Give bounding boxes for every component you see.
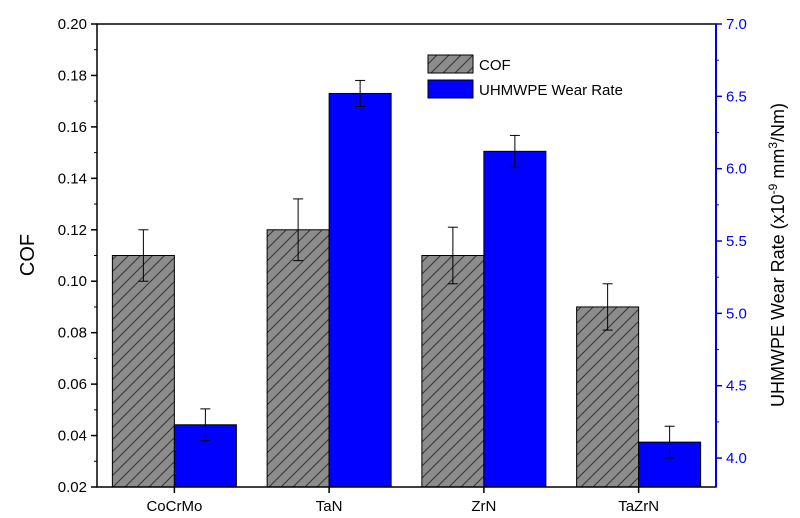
bar-cof-cocrmo bbox=[111, 255, 175, 488]
x-axis-ticks: CoCrMo TaN ZrN TaZrN bbox=[146, 487, 659, 515]
right-axis-ticks: 4.0 4.5 5.0 5.5 6.0 6.5 7.0 bbox=[716, 16, 747, 467]
bar-wear-rate-tan bbox=[328, 92, 392, 488]
left-tick-label: 0.12 bbox=[58, 222, 87, 239]
bar-cof-tazrn bbox=[576, 306, 640, 488]
right-tick-label: 6.0 bbox=[726, 161, 747, 178]
left-tick-label: 0.10 bbox=[58, 273, 87, 290]
legend-label-wear-rate: UHMWPE Wear Rate bbox=[479, 82, 623, 99]
bar-wear-rate-zrn bbox=[483, 150, 547, 488]
x-tick-label: TaN bbox=[316, 498, 343, 515]
x-tick-label: CoCrMo bbox=[146, 498, 202, 515]
right-tick-label: 6.5 bbox=[726, 88, 747, 105]
left-axis-ticks: 0.02 0.04 0.06 0.08 0.10 0.12 0.14 0.16 0.18 0.20 bbox=[58, 16, 97, 496]
error-bar-cof-cocrmo bbox=[138, 229, 149, 282]
left-tick-label: 0.20 bbox=[58, 16, 87, 33]
y-axis-label-right-units: (x10 bbox=[768, 194, 788, 229]
error-bar-wear-rate-cocrmo bbox=[200, 408, 211, 442]
left-tick-label: 0.06 bbox=[58, 376, 87, 393]
y-axis-label-right-exp1: -9 bbox=[766, 183, 780, 194]
legend-swatch-wear-rate bbox=[427, 79, 474, 99]
x-tick-label: ZrN bbox=[471, 498, 496, 515]
legend: COF UHMWPE Wear Rate bbox=[427, 54, 623, 99]
error-bar-wear-rate-zrn bbox=[509, 134, 520, 168]
error-bars-group bbox=[138, 79, 675, 459]
left-tick-label: 0.04 bbox=[58, 428, 87, 445]
x-tick-label: TaZrN bbox=[618, 498, 659, 515]
error-bar-cof-zrn bbox=[447, 226, 458, 285]
error-bar-wear-rate-tazrn bbox=[664, 425, 675, 459]
right-tick-label: 4.5 bbox=[726, 378, 747, 395]
left-tick-label: 0.16 bbox=[58, 119, 87, 136]
left-tick-label: 0.14 bbox=[58, 170, 87, 187]
left-tick-label: 0.18 bbox=[58, 67, 87, 84]
right-tick-label: 5.0 bbox=[726, 305, 747, 322]
y-axis-label-right: UHMWPE Wear Rate (x10-9 mm3/Nm) bbox=[766, 103, 788, 407]
y-axis-label-right-end: /Nm) bbox=[768, 103, 788, 142]
y-axis-label-right-exp2: 3 bbox=[766, 142, 780, 149]
error-bar-cof-tazrn bbox=[602, 283, 613, 331]
error-bar-cof-tan bbox=[293, 198, 304, 262]
bar-cof-tan bbox=[266, 229, 330, 488]
left-tick-label: 0.02 bbox=[58, 479, 87, 496]
legend-label-cof: COF bbox=[479, 57, 511, 74]
bar-cof-zrn bbox=[421, 255, 485, 488]
legend-swatch-cof bbox=[427, 54, 474, 74]
right-tick-label: 5.5 bbox=[726, 233, 747, 250]
right-tick-label: 4.0 bbox=[726, 450, 747, 467]
y-axis-label-right-main: UHMWPE Wear Rate bbox=[768, 229, 788, 407]
y-axis-label-right-mid: mm bbox=[768, 149, 788, 184]
left-tick-label: 0.08 bbox=[58, 325, 87, 342]
bars-group bbox=[111, 92, 702, 488]
right-tick-label: 7.0 bbox=[726, 16, 747, 33]
y-axis-label-left: COF bbox=[17, 234, 39, 276]
error-bar-wear-rate-tan bbox=[355, 79, 366, 107]
